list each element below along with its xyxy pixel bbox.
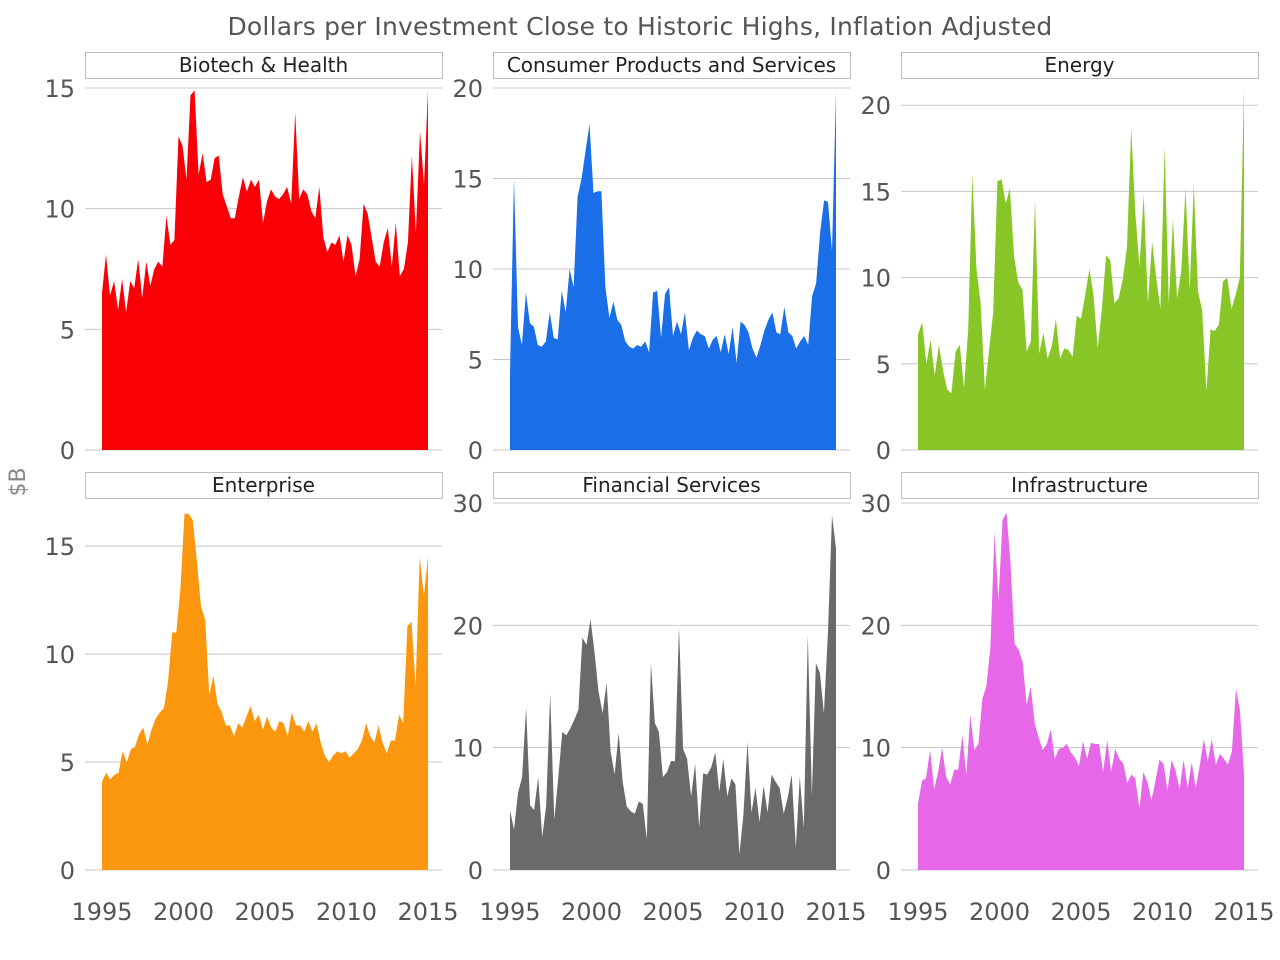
y-tick-label: 15 [452, 166, 483, 194]
y-tick-label: 5 [468, 347, 483, 375]
x-tick-label: 2005 [642, 898, 703, 926]
x-tick-label: 2010 [316, 898, 377, 926]
panel-enterprise: Enterprise 0 5 10 15 1995 2000 2005 2010 2015 [44, 472, 459, 926]
y-tick-label: 10 [860, 735, 891, 763]
y-tick-label: 10 [44, 196, 75, 224]
x-tick-label: 2005 [234, 898, 295, 926]
y-tick-label: 20 [860, 612, 891, 640]
y-tick-label: 0 [876, 437, 891, 465]
x-tick-label: 2015 [805, 898, 866, 926]
panel-strip [901, 52, 1259, 79]
y-tick-label: 20 [452, 75, 483, 103]
y-tick-label: 0 [876, 857, 891, 885]
y-tick-label: 15 [860, 178, 891, 206]
panel-title: Consumer Products and Services [507, 53, 836, 77]
series-area [510, 515, 836, 870]
x-tick-label: 1995 [71, 898, 132, 926]
panel-strip [493, 472, 851, 499]
panel-title: Energy [1044, 53, 1114, 77]
x-tick-label: 2000 [561, 898, 622, 926]
y-tick-label: 30 [452, 490, 483, 518]
x-tick-label: 2010 [1132, 898, 1193, 926]
panel-biotech-health: Biotech & Health 0 5 10 15 [44, 52, 443, 465]
series-area [918, 512, 1244, 870]
y-tick-label: 0 [468, 437, 483, 465]
panel-title: Enterprise [212, 473, 315, 497]
series-area [102, 90, 428, 451]
panel-title: Infrastructure [1011, 473, 1148, 497]
panel-consumer-products-and-services: Consumer Products and Services 0 5 10 15 20 [452, 52, 851, 465]
panel-title: Biotech & Health [179, 53, 348, 77]
y-tick-label: 0 [60, 857, 75, 885]
x-tick-label: 2000 [969, 898, 1030, 926]
x-tick-label: 2010 [724, 898, 785, 926]
x-tick-label: 2000 [153, 898, 214, 926]
panel-strip [85, 52, 443, 79]
panel-strip [493, 52, 851, 79]
panel-infrastructure: Infrastructure 0 10 20 30 1995 2000 2005 2010 201… [860, 472, 1275, 926]
y-tick-label: 10 [452, 256, 483, 284]
series-area [102, 513, 428, 870]
y-tick-label: 15 [44, 533, 75, 561]
y-tick-label: 10 [452, 735, 483, 763]
y-tick-label: 15 [44, 75, 75, 103]
y-tick-label: 0 [60, 437, 75, 465]
y-tick-label: 5 [876, 351, 891, 379]
series-area [510, 91, 836, 450]
panel-energy: Energy 0 5 10 15 20 [860, 52, 1259, 465]
y-tick-label: 20 [452, 612, 483, 640]
x-tick-label: 2015 [1213, 898, 1274, 926]
panel-strip [85, 472, 443, 499]
y-tick-label: 10 [44, 641, 75, 669]
x-tick-label: 1995 [887, 898, 948, 926]
x-tick-label: 1995 [479, 898, 540, 926]
y-tick-label: 5 [60, 316, 75, 344]
y-tick-label: 10 [860, 265, 891, 293]
chart-title: Dollars per Investment Close to Historic… [227, 12, 1053, 41]
y-tick-label: 5 [60, 749, 75, 777]
panel-strip [901, 472, 1259, 499]
y-tick-label: 20 [860, 92, 891, 120]
x-tick-label: 2015 [397, 898, 458, 926]
y-tick-label: 0 [468, 857, 483, 885]
x-tick-label: 2005 [1050, 898, 1111, 926]
panel-financial-services: Financial Services 0 10 20 30 1995 2000 2005 201… [452, 472, 867, 926]
y-tick-label: 30 [860, 490, 891, 518]
series-area [918, 88, 1244, 450]
panel-title: Financial Services [582, 473, 760, 497]
